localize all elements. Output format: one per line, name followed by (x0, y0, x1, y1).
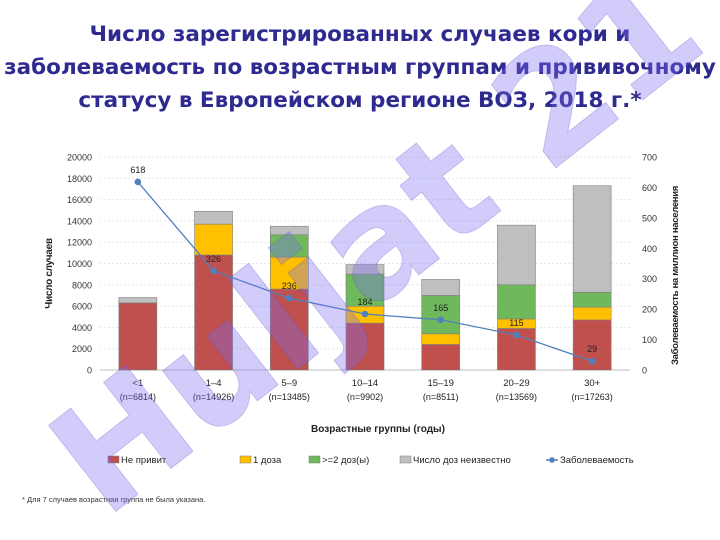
y-tick-label: 4000 (72, 323, 92, 333)
y2-axis-label: Заболеваемость на миллион населения (670, 186, 681, 365)
legend-swatch-one_dose (239, 455, 252, 464)
x-tick-label: 20–29 (503, 378, 529, 389)
y2-tick-label: 600 (642, 183, 657, 193)
y2-tick-label: 100 (642, 335, 657, 345)
y-tick-label: 8000 (72, 280, 92, 290)
bar-unvaccinated (345, 322, 385, 371)
bar-two_doses (269, 234, 309, 258)
bar-unknown (345, 264, 385, 275)
incidence-point (134, 178, 142, 186)
incidence-point (588, 357, 596, 365)
title-line-2: заболеваемость по возрастным группам и п… (4, 55, 716, 80)
bar-unvaccinated (194, 254, 233, 371)
x-tick-label: 15–19 (428, 378, 454, 389)
x-tick-label: 1–4 (206, 378, 222, 389)
bar-unknown (421, 279, 461, 296)
y-tick-label: 6000 (72, 302, 92, 312)
bar-one_dose (269, 256, 309, 290)
incidence-data-label: 236 (282, 281, 297, 291)
legend-marker-incidence (549, 457, 555, 463)
x-tick-label: 5–9 (281, 378, 297, 389)
x-tick-label: 10–14 (352, 378, 378, 389)
incidence-point (513, 331, 520, 339)
x-tick-sublabel: (n=14926) (193, 392, 234, 402)
incidence-data-label: 165 (433, 303, 448, 313)
x-tick-sublabel: (n=13485) (269, 392, 310, 402)
x-axis-label: Возрастные группы (годы) (311, 424, 445, 435)
bar-unknown (269, 225, 309, 236)
bar-two_doses (421, 295, 461, 335)
y2-tick-label: 0 (642, 366, 647, 376)
incidence-data-label: 184 (357, 297, 372, 307)
title-line-3: статусу в Европейском регионе ВОЗ, 2018 … (78, 88, 642, 113)
y2-tick-label: 400 (642, 244, 657, 254)
x-tick-label: <1 (132, 378, 143, 389)
legend-swatch-two_doses (308, 455, 321, 464)
x-tick-sublabel: (n=8511) (423, 392, 459, 402)
y2-tick-label: 700 (642, 153, 657, 163)
incidence-point (285, 294, 293, 302)
bar-unknown (194, 211, 233, 225)
y-tick-label: 2000 (72, 344, 92, 354)
bar-unknown (572, 185, 612, 293)
title-line-1: Число зарегистрированных случаев кори и (89, 22, 631, 47)
x-tick-sublabel: (n=9902) (347, 392, 383, 402)
bar-two_doses (345, 273, 385, 307)
x-tick-label: 30+ (584, 378, 601, 389)
x-tick-sublabel: (n=6814) (120, 392, 156, 402)
y-tick-label: 20000 (67, 153, 92, 163)
incidence-data-label: 115 (509, 318, 523, 328)
incidence-data-label: 29 (587, 344, 597, 354)
bar-unvaccinated (269, 288, 309, 371)
y-tick-label: 14000 (67, 216, 92, 226)
y-axis-label: Число случаев (44, 238, 55, 309)
incidence-point (361, 310, 369, 318)
incidence-data-label: 618 (130, 165, 145, 175)
bar-two_doses (572, 291, 612, 308)
x-tick-sublabel: (n=17263) (571, 392, 612, 402)
bar-unvaccinated (421, 344, 461, 371)
y2-tick-label: 200 (642, 305, 657, 315)
legend-label-incidence: Заболеваемость (560, 455, 634, 466)
incidence-data-label: 326 (206, 254, 221, 264)
page-title: Число зарегистрированных случаев кори и … (0, 18, 720, 117)
legend-swatch-unvaccinated (107, 455, 120, 464)
bar-one_dose (194, 223, 233, 256)
legend-label-one_dose: 1 доза (253, 455, 282, 466)
y-tick-label: 16000 (67, 195, 92, 205)
y-tick-label: 0 (87, 366, 92, 376)
incidence-point (210, 267, 217, 275)
incidence-point (437, 316, 445, 324)
y2-tick-label: 500 (642, 213, 657, 223)
y-tick-label: 10000 (67, 259, 92, 269)
bar-one_dose (572, 306, 612, 321)
legend-swatch-unknown (399, 455, 412, 464)
footnote: * Для 7 случаев возрастная группа не был… (22, 495, 206, 504)
bar-unknown (497, 224, 536, 286)
y2-tick-label: 300 (642, 274, 657, 284)
x-tick-sublabel: (n=13569) (496, 392, 537, 402)
bar-unvaccinated (118, 302, 158, 371)
bar-two_doses (497, 284, 536, 320)
y-tick-label: 12000 (67, 238, 92, 248)
bar-one_dose (421, 333, 461, 345)
legend-label-unknown: Число доз неизвестно (413, 455, 511, 466)
legend-label-unvaccinated: Не привит (121, 455, 167, 466)
bar-unknown (118, 297, 158, 304)
y-tick-label: 18000 (67, 174, 92, 184)
legend-label-two_doses: >=2 доз(ы) (322, 455, 369, 466)
